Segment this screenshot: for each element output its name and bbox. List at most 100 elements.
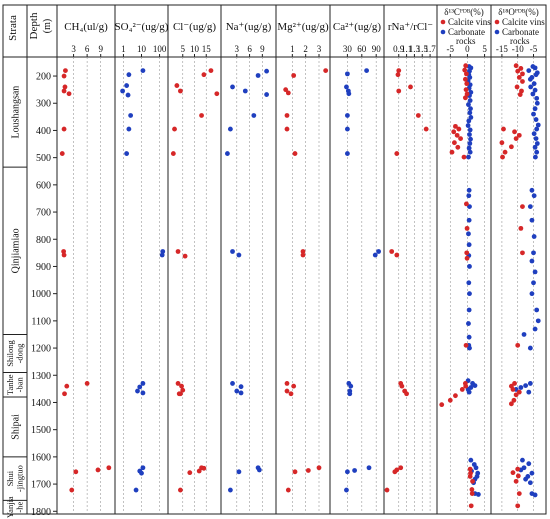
- data-point: [455, 144, 461, 150]
- data-point: [61, 126, 67, 132]
- data-point: [468, 136, 473, 142]
- data-point: [469, 491, 475, 496]
- data-point: [316, 465, 322, 471]
- data-point: [517, 92, 523, 97]
- data-point: [515, 503, 521, 509]
- data-point: [242, 88, 248, 94]
- data-point: [531, 250, 536, 256]
- data-point: [531, 81, 537, 87]
- data-point: [531, 280, 536, 286]
- strata-label-group: Yanjia -he: [5, 496, 25, 518]
- x-tick-label: 5: [482, 44, 487, 54]
- data-point: [415, 113, 421, 118]
- legend-label: rocks: [510, 36, 530, 46]
- data-point: [468, 106, 473, 112]
- data-point: [62, 391, 67, 397]
- data-point: [462, 95, 468, 101]
- data-point: [467, 132, 472, 137]
- data-point: [466, 389, 472, 395]
- data-point: [345, 126, 350, 132]
- data-point: [467, 466, 473, 472]
- strata-label-group: Qinjiamiao: [11, 228, 22, 273]
- data-point: [526, 68, 532, 74]
- panel: SO₄²⁻(ug/g) 1 10 100: [115, 21, 169, 514]
- data-point: [451, 129, 457, 135]
- data-point: [84, 381, 90, 386]
- x-tick-label: 1.1: [401, 44, 412, 54]
- data-point: [530, 91, 536, 97]
- data-point: [467, 127, 473, 133]
- data-point: [518, 225, 524, 231]
- data-point: [515, 473, 521, 479]
- legend-marker: [440, 19, 446, 25]
- strata-label-group: Shui -jingtuo: [5, 465, 25, 492]
- legend-label: Carbonate: [448, 27, 485, 37]
- x-tick-label: -5: [447, 44, 455, 54]
- strata-label: -ban: [15, 376, 25, 392]
- data-point: [73, 469, 79, 475]
- strata-label-group: Shipai: [11, 414, 22, 440]
- data-point: [463, 87, 469, 93]
- data-point: [532, 87, 538, 93]
- data-point: [454, 132, 460, 138]
- panel-title: δ¹³Cᴾᴰᴮ(%): [444, 7, 483, 17]
- data-point: [501, 126, 506, 132]
- legend-marker: [440, 29, 446, 35]
- data-point: [135, 388, 140, 394]
- data-point: [531, 111, 536, 117]
- data-point: [529, 470, 535, 476]
- data-point: [516, 389, 522, 395]
- data-point: [345, 469, 350, 475]
- panel-title: SO₄²⁻(ug/g): [115, 21, 169, 33]
- strata-label: -dong: [15, 343, 25, 364]
- legend-marker: [494, 29, 500, 35]
- data-point: [449, 149, 455, 155]
- data-point: [366, 465, 372, 471]
- data-point: [182, 253, 188, 259]
- x-tick-label: 30: [343, 44, 353, 54]
- data-point: [323, 68, 329, 74]
- data-point: [469, 487, 475, 492]
- data-point: [531, 193, 537, 199]
- x-tick-label: 9: [260, 44, 265, 54]
- data-point: [533, 154, 538, 160]
- data-point: [399, 383, 405, 389]
- depth-tick-label: 700: [36, 208, 51, 219]
- data-point: [499, 140, 505, 146]
- strata-label: Qinjiamiao: [11, 228, 22, 273]
- data-point: [531, 234, 537, 239]
- data-point: [199, 113, 204, 118]
- data-point: [467, 474, 473, 479]
- data-point: [175, 381, 181, 386]
- data-point: [139, 470, 144, 476]
- data-point: [178, 487, 183, 493]
- data-point: [63, 68, 68, 74]
- data-point: [515, 68, 521, 74]
- data-point: [472, 383, 478, 389]
- data-point: [467, 110, 473, 116]
- data-point: [527, 204, 533, 210]
- data-point: [520, 457, 525, 463]
- data-point: [439, 402, 445, 408]
- panel-title: Mg²⁺(ug/g): [277, 21, 329, 33]
- data-point: [364, 68, 369, 74]
- data-point: [511, 397, 517, 403]
- data-point: [523, 383, 529, 389]
- data-point: [126, 126, 132, 132]
- data-point: [126, 72, 132, 78]
- data-point: [238, 390, 244, 396]
- data-point: [178, 88, 183, 94]
- data-point: [533, 72, 539, 78]
- data-point: [300, 252, 306, 258]
- data-point: [225, 151, 230, 156]
- data-point: [300, 249, 306, 254]
- data-point: [528, 84, 534, 90]
- outer-border: [2, 4, 547, 515]
- data-point: [463, 63, 469, 69]
- data-point: [466, 118, 472, 124]
- depth-tick-label: 1100: [31, 316, 51, 327]
- data-point: [466, 280, 472, 286]
- x-tick-label: 15: [202, 44, 212, 54]
